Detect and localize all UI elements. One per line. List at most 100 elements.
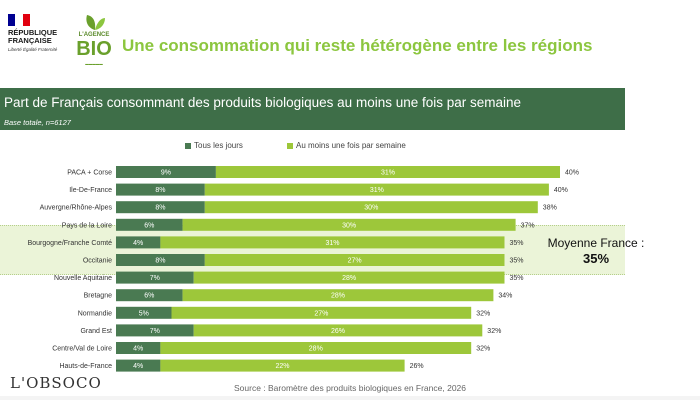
total-label-paca-corse: 40% — [565, 170, 579, 177]
total-label-nouvelle-aquitaine: 35% — [510, 275, 524, 282]
category-label-ile-de-france: Ile-De-France — [69, 187, 112, 194]
chart-legend: Tous les jours Au moins une fois par sem… — [0, 141, 700, 153]
data-label-weekly-hauts-de-france: 22% — [275, 363, 289, 370]
chart-title: Part de Français consommant des produits… — [4, 95, 522, 110]
data-label-weekly-grand-est: 26% — [331, 328, 345, 335]
data-label-daily-hauts-de-france: 4% — [133, 363, 143, 370]
footer-rule — [0, 396, 700, 400]
stacked-bar-chart: PACA + Corse 9% 31% 40% Ile-De-France 8% 31% 40… — [28, 166, 579, 372]
republique-line2: FRANÇAISE — [8, 36, 52, 45]
bar-daily-ile-de-france — [116, 183, 205, 196]
total-label-occitanie: 35% — [510, 258, 524, 265]
data-label-daily-pays-de-la-loire: 6% — [144, 222, 154, 229]
bar-weekly-bretagne — [182, 289, 494, 302]
legend-swatch-daily — [185, 142, 191, 149]
bar-weekly-hauts-de-france — [160, 359, 405, 372]
bar-weekly-auvergne-rh-ne-alpes — [204, 201, 538, 214]
data-label-daily-centre-val-de-loire: 4% — [133, 346, 143, 353]
obsoco-logo: L'OBSOCO — [10, 374, 102, 392]
bar-weekly-normandie — [171, 306, 472, 319]
total-label-bretagne: 34% — [498, 293, 512, 300]
data-label-weekly-nouvelle-aquitaine: 28% — [342, 275, 356, 282]
total-label-hauts-de-france: 26% — [410, 363, 424, 370]
bar-weekly-nouvelle-aquitaine — [193, 271, 505, 284]
republique-line1: RÉPUBLIQUE — [8, 28, 58, 37]
bar-daily-pays-de-la-loire — [116, 218, 183, 231]
category-label-bretagne: Bretagne — [84, 293, 113, 300]
category-label-auvergne-rh-ne-alpes: Auvergne/Rhône-Alpes — [40, 205, 113, 212]
bar-daily-normandie — [116, 306, 172, 319]
republique-francaise-logo: RÉPUBLIQUE FRANÇAISE Liberté Égalité Fra… — [8, 14, 70, 52]
category-label-centre-val-de-loire: Centre/Val de Loire — [52, 346, 112, 353]
bar-weekly-occitanie — [204, 254, 505, 266]
bar-daily-centre-val-de-loire — [116, 342, 161, 354]
total-label-bourgogne-franche-comt: 35% — [510, 240, 524, 247]
data-label-daily-occitanie: 8% — [155, 258, 165, 265]
total-label-centre-val-de-loire: 32% — [476, 346, 490, 353]
data-label-weekly-centre-val-de-loire: 28% — [309, 346, 323, 353]
average-callout: Moyenne France : 35% — [540, 236, 652, 266]
category-label-paca-corse: PACA + Corse — [67, 170, 112, 177]
chart-base-note: Base totale, n=6127 — [4, 118, 71, 127]
bar-daily-auvergne-rh-ne-alpes — [116, 201, 205, 214]
leaf-icon — [86, 15, 105, 30]
data-label-daily-paca-corse: 9% — [161, 170, 171, 177]
republique-motto: Liberté Égalité Fraternité — [8, 47, 58, 52]
agence-bio-big-text: BIO — [76, 38, 112, 60]
legend-label-daily: Tous les jours — [194, 141, 243, 150]
bar-weekly-centre-val-de-loire — [160, 342, 472, 354]
legend-label-weekly: Au moins une fois par semaine — [296, 141, 406, 150]
data-label-weekly-bourgogne-franche-comt: 31% — [325, 240, 339, 247]
bar-weekly-paca-corse — [215, 166, 560, 178]
source-note: Source : Baromètre des produits biologiq… — [234, 383, 466, 393]
agence-bio-logo: L'AGENCE BIO ▬▬▬▬▬ — [74, 14, 114, 72]
total-label-normandie: 32% — [476, 310, 490, 317]
bar-weekly-grand-est — [193, 324, 483, 337]
data-label-daily-bretagne: 6% — [144, 293, 154, 300]
data-label-weekly-normandie: 27% — [314, 310, 328, 317]
total-label-auvergne-rh-ne-alpes: 38% — [543, 205, 557, 212]
chart-banner: Part de Français consommant des produits… — [0, 88, 625, 130]
total-label-ile-de-france: 40% — [554, 187, 568, 194]
data-label-weekly-auvergne-rh-ne-alpes: 30% — [364, 205, 378, 212]
category-label-nouvelle-aquitaine: Nouvelle Aquitaine — [54, 275, 112, 282]
data-label-daily-auvergne-rh-ne-alpes: 8% — [155, 205, 165, 212]
bar-weekly-pays-de-la-loire — [182, 218, 516, 231]
data-label-daily-grand-est: 7% — [150, 328, 160, 335]
legend-item-weekly: Au moins une fois par semaine — [287, 141, 406, 150]
bar-daily-paca-corse — [116, 166, 216, 178]
data-label-weekly-occitanie: 27% — [348, 258, 362, 265]
bar-weekly-ile-de-france — [204, 183, 549, 196]
bar-daily-hauts-de-france — [116, 359, 161, 372]
agence-bio-small-text: L'AGENCE — [78, 32, 110, 38]
total-label-grand-est: 32% — [487, 328, 501, 335]
legend-item-daily: Tous les jours — [185, 141, 243, 150]
data-label-daily-ile-de-france: 8% — [155, 187, 165, 194]
page-title: Une consommation qui reste hétérogène en… — [122, 36, 593, 55]
category-label-grand-est: Grand Est — [80, 328, 112, 335]
bar-weekly-bourgogne-franche-comt — [160, 236, 505, 249]
data-label-daily-nouvelle-aquitaine: 7% — [150, 275, 160, 282]
category-label-normandie: Normandie — [78, 310, 112, 317]
data-label-weekly-paca-corse: 31% — [381, 170, 395, 177]
data-label-weekly-bretagne: 28% — [331, 293, 345, 300]
data-label-daily-normandie: 5% — [139, 310, 149, 317]
average-label: Moyenne France : — [547, 236, 645, 250]
data-label-weekly-ile-de-france: 31% — [370, 187, 384, 194]
agence-bio-tagline-mark: ▬▬▬▬▬ — [85, 62, 103, 66]
bar-daily-grand-est — [116, 324, 194, 337]
category-label-pays-de-la-loire: Pays de la Loire — [62, 222, 112, 229]
bar-daily-nouvelle-aquitaine — [116, 271, 194, 284]
category-label-occitanie: Occitanie — [83, 258, 112, 265]
category-label-bourgogne-franche-comt: Bourgogne/Franche Comté — [28, 240, 113, 247]
bar-daily-occitanie — [116, 254, 205, 266]
data-label-weekly-pays-de-la-loire: 30% — [342, 222, 356, 229]
legend-swatch-weekly — [287, 142, 293, 149]
bar-daily-bretagne — [116, 289, 183, 302]
average-value: 35% — [582, 251, 610, 266]
total-label-pays-de-la-loire: 37% — [521, 222, 535, 229]
category-label-hauts-de-france: Hauts-de-France — [59, 363, 112, 370]
bar-daily-bourgogne-franche-comt — [116, 236, 161, 249]
data-label-daily-bourgogne-franche-comt: 4% — [133, 240, 143, 247]
tricolor-flag-icon — [8, 14, 30, 26]
